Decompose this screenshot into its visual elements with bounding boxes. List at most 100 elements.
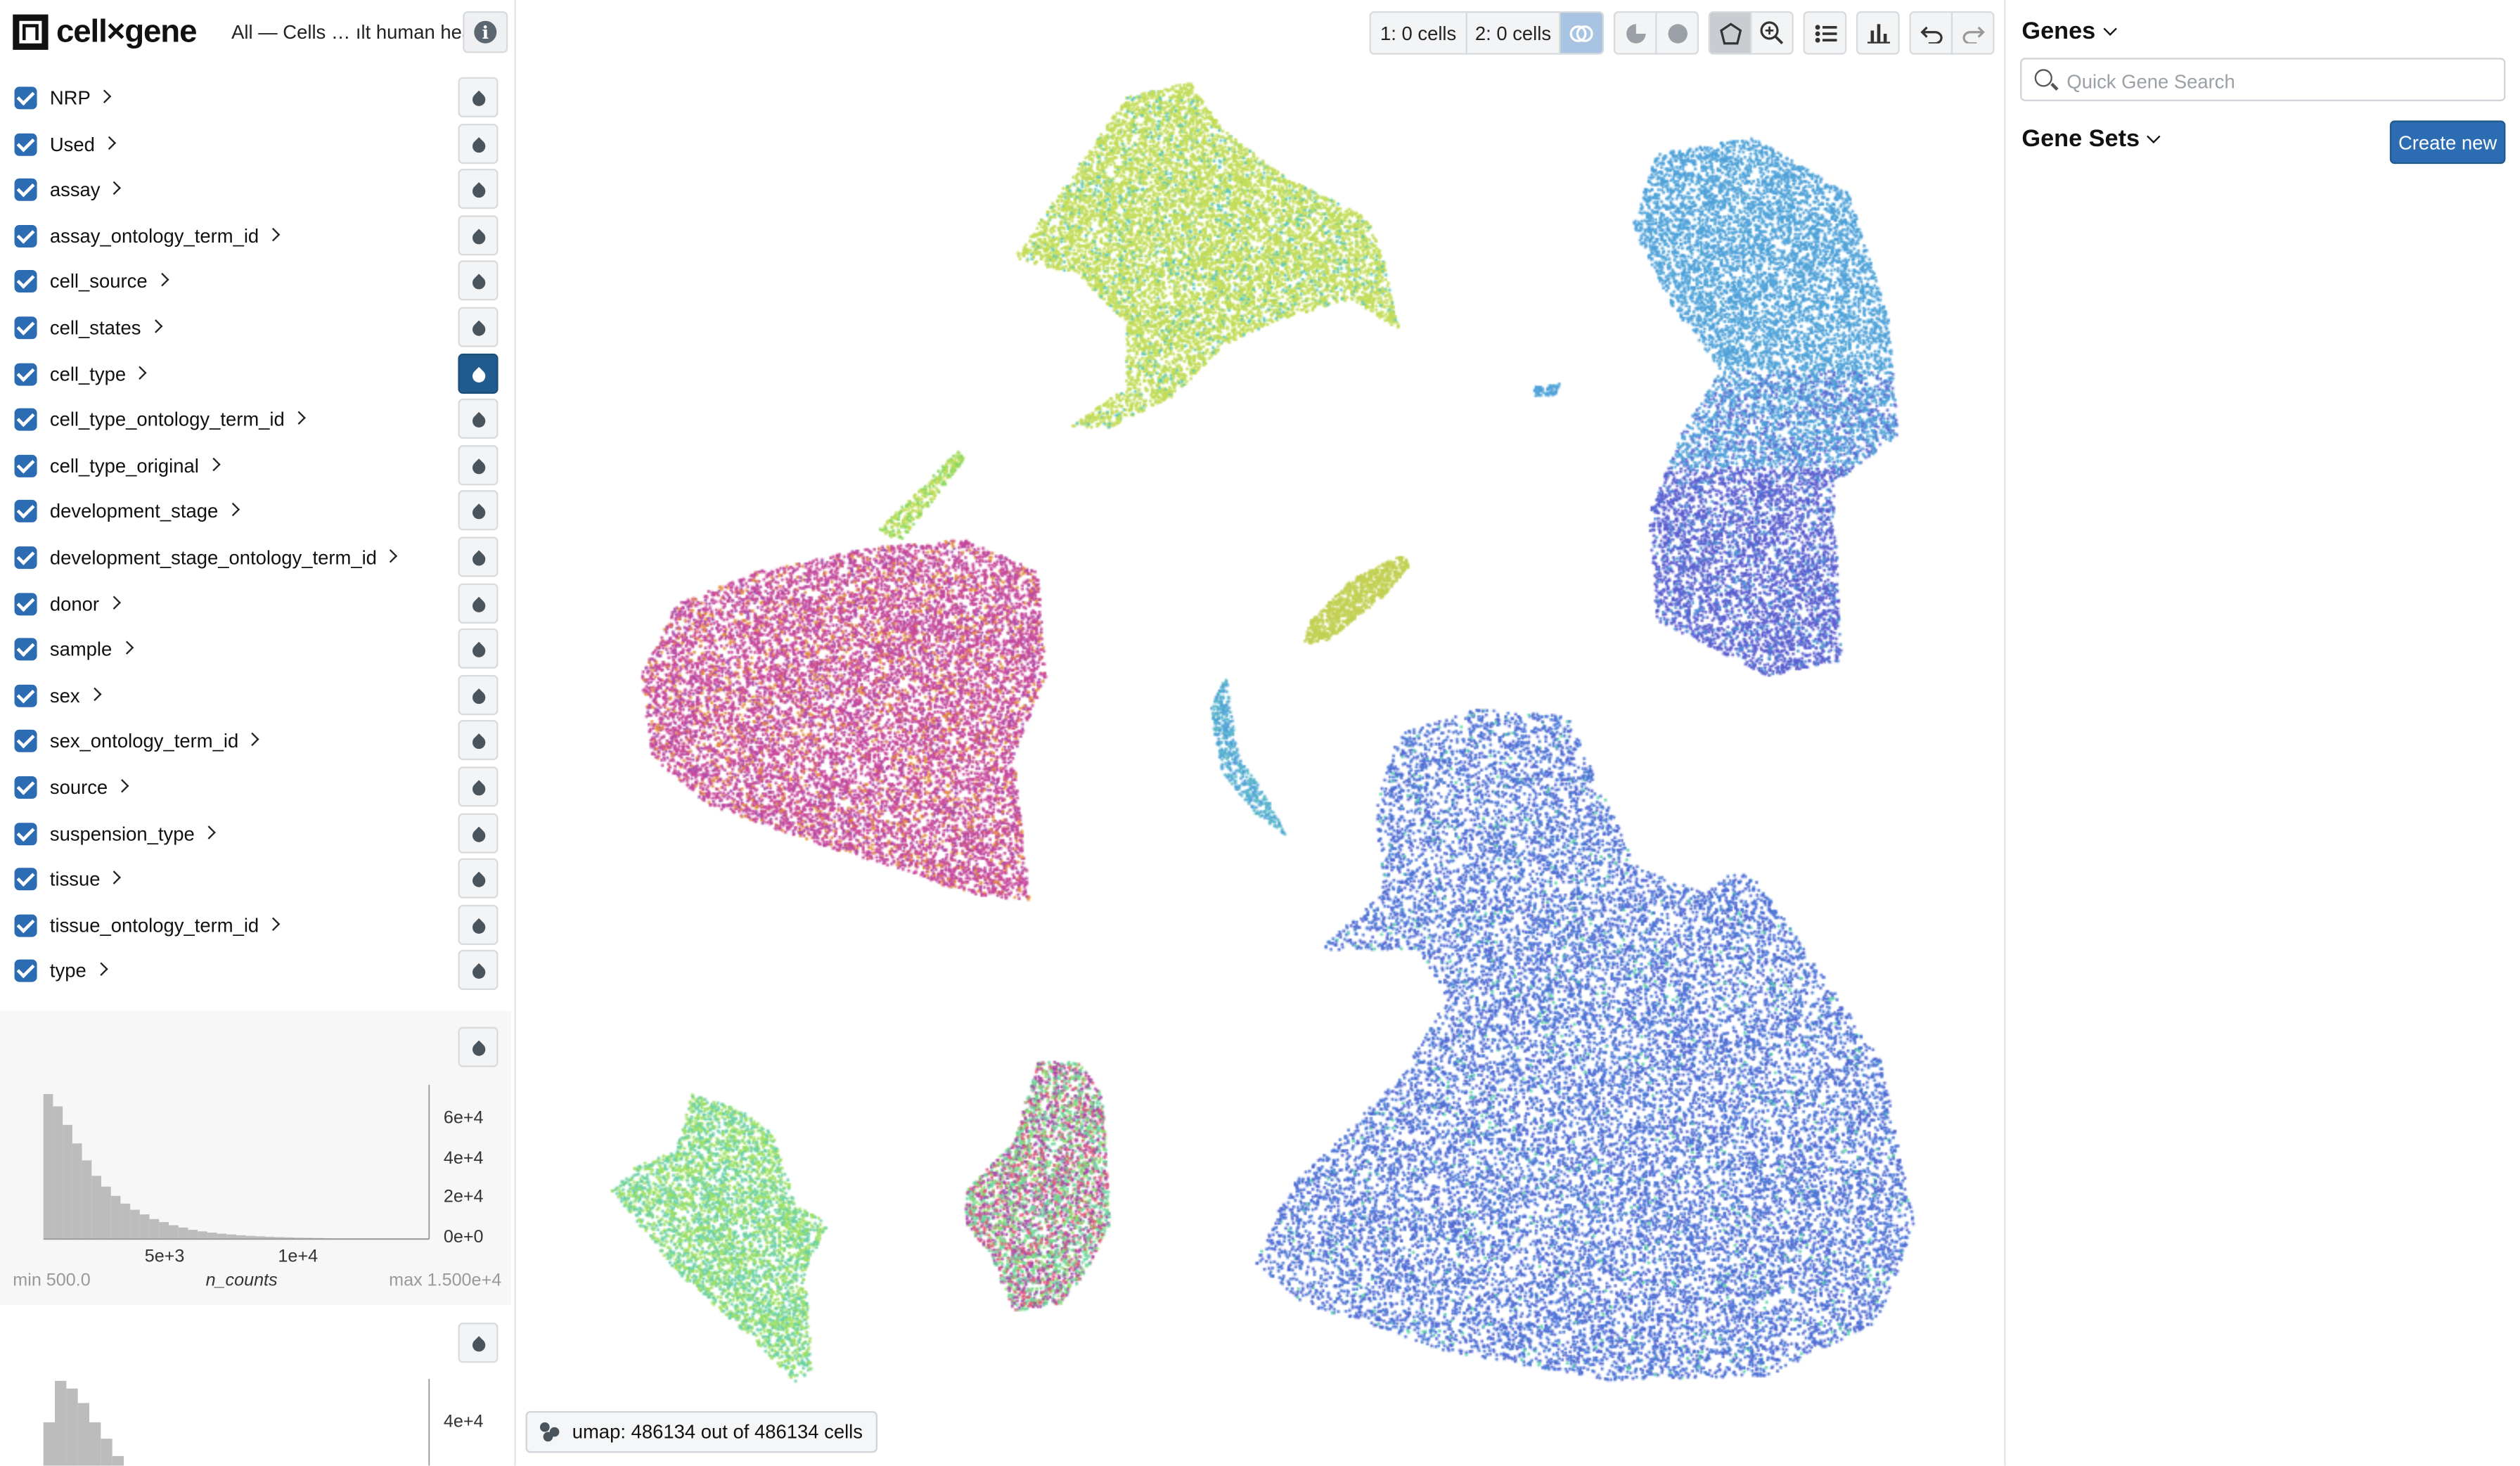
color-by-category-button[interactable]	[458, 307, 499, 347]
category-row[interactable]: sample	[0, 627, 511, 672]
category-checkbox[interactable]	[14, 362, 37, 385]
category-label[interactable]: cell_type	[50, 363, 148, 385]
color-by-category-button[interactable]	[458, 629, 499, 669]
category-row[interactable]: type	[0, 949, 511, 994]
color-by-category-button[interactable]	[458, 169, 499, 210]
redo-button[interactable]	[1950, 11, 1995, 55]
gene-search-input[interactable]	[2063, 65, 2488, 98]
undo-button[interactable]	[1909, 11, 1953, 55]
selection-2-button[interactable]: 2: 0 cells	[1465, 11, 1561, 55]
category-label[interactable]: Used	[50, 133, 117, 155]
color-by-second-button[interactable]	[458, 1323, 499, 1363]
color-by-category-button[interactable]	[458, 77, 499, 117]
color-by-category-button[interactable]	[458, 214, 499, 255]
category-label[interactable]: development_stage	[50, 501, 240, 523]
color-by-category-button[interactable]	[458, 261, 499, 302]
cellxgene-logo[interactable]: cell×gene	[13, 13, 198, 51]
category-row[interactable]: sex_ontology_term_id	[0, 719, 511, 764]
color-by-category-button[interactable]	[458, 123, 499, 164]
category-row[interactable]: Used	[0, 122, 511, 167]
info-button[interactable]: i	[463, 11, 508, 53]
category-checkbox[interactable]	[14, 822, 37, 845]
category-checkbox[interactable]	[14, 730, 37, 753]
category-label[interactable]: sex	[50, 684, 101, 707]
category-checkbox[interactable]	[14, 868, 37, 891]
category-row[interactable]: donor	[0, 581, 511, 626]
color-by-category-button[interactable]	[458, 444, 499, 485]
chevron-right-icon[interactable]	[102, 135, 117, 150]
color-by-category-button[interactable]	[458, 858, 499, 899]
chevron-right-icon[interactable]	[87, 687, 101, 701]
category-row[interactable]: cell_states	[0, 305, 511, 350]
chevron-right-icon[interactable]	[246, 733, 260, 747]
chevron-right-icon[interactable]	[266, 227, 281, 241]
histogram-n-counts[interactable]: 6e+4 4e+4 2e+4 0e+0 5e+3 1e+4 min 500.0 …	[0, 1010, 511, 1305]
chevron-right-icon[interactable]	[155, 273, 169, 288]
create-new-button[interactable]: Create new	[2389, 120, 2506, 165]
category-row[interactable]: development_stage_ontology_term_id	[0, 535, 511, 580]
category-row[interactable]: tissue	[0, 857, 511, 902]
legend-button[interactable]	[1803, 11, 1847, 55]
category-label[interactable]: cell_type_original	[50, 454, 221, 477]
gene-sets-header[interactable]: Gene Sets	[2021, 125, 2161, 153]
category-label[interactable]: type	[50, 960, 108, 982]
chevron-right-icon[interactable]	[202, 825, 217, 839]
category-row[interactable]: assay_ontology_term_id	[0, 214, 511, 259]
category-row[interactable]: NRP	[0, 75, 511, 120]
category-label[interactable]: donor	[50, 592, 121, 615]
distribution-button[interactable]	[1856, 11, 1900, 55]
chevron-right-icon[interactable]	[106, 595, 121, 609]
color-by-category-button[interactable]	[458, 812, 499, 853]
lasso-button[interactable]	[1708, 11, 1752, 55]
color-by-category-button[interactable]	[458, 950, 499, 991]
dot-view-button[interactable]	[1655, 11, 1699, 55]
category-row[interactable]: cell_type_ontology_term_id	[0, 397, 511, 442]
category-checkbox[interactable]	[14, 684, 37, 707]
chevron-right-icon[interactable]	[266, 917, 281, 931]
category-row[interactable]: development_stage	[0, 489, 511, 534]
chevron-right-icon[interactable]	[148, 319, 162, 333]
category-label[interactable]: NRP	[50, 86, 112, 109]
category-row[interactable]: suspension_type	[0, 811, 511, 856]
zoom-button[interactable]	[1750, 11, 1794, 55]
chevron-right-icon[interactable]	[226, 503, 240, 517]
category-checkbox[interactable]	[14, 132, 37, 155]
genes-header[interactable]: Genes	[2021, 18, 2117, 45]
histogram-chart[interactable]	[0, 1315, 511, 1466]
chevron-right-icon[interactable]	[120, 641, 134, 655]
category-checkbox[interactable]	[14, 776, 37, 799]
category-checkbox[interactable]	[14, 408, 37, 431]
category-label[interactable]: assay_ontology_term_id	[50, 225, 281, 247]
category-label[interactable]: cell_states	[50, 316, 162, 339]
category-checkbox[interactable]	[14, 224, 37, 247]
category-label[interactable]: tissue	[50, 868, 122, 891]
embedding-selector-button[interactable]: umap: 486134 out of 486134 cells	[525, 1410, 878, 1453]
color-by-category-button[interactable]	[458, 904, 499, 945]
category-label[interactable]: cell_source	[50, 271, 169, 293]
color-by-category-button[interactable]	[458, 399, 499, 439]
category-label[interactable]: suspension_type	[50, 822, 217, 844]
color-by-category-button[interactable]	[458, 491, 499, 532]
chevron-right-icon[interactable]	[98, 89, 112, 103]
category-checkbox[interactable]	[14, 546, 37, 570]
chevron-right-icon[interactable]	[384, 549, 399, 563]
dataset-title[interactable]: All — Cells … ılt human heart	[231, 20, 484, 44]
selection-1-button[interactable]: 1: 0 cells	[1369, 11, 1467, 55]
category-checkbox[interactable]	[14, 500, 37, 523]
chevron-right-icon[interactable]	[134, 365, 148, 380]
category-checkbox[interactable]	[14, 86, 37, 110]
category-row[interactable]: cell_source	[0, 259, 511, 304]
color-by-category-button[interactable]	[458, 352, 499, 394]
category-label[interactable]: assay	[50, 179, 122, 201]
umap-scatter-plot[interactable]	[515, 0, 2005, 1466]
chevron-right-icon[interactable]	[94, 963, 108, 977]
color-by-category-button[interactable]	[458, 674, 499, 715]
category-row[interactable]: tissue_ontology_term_id	[0, 903, 511, 948]
category-row[interactable]: sex	[0, 673, 511, 718]
category-row[interactable]: cell_type	[0, 352, 511, 397]
color-by-category-button[interactable]	[458, 582, 499, 623]
venn-button[interactable]	[1559, 11, 1605, 55]
color-by-category-button[interactable]	[458, 536, 499, 577]
color-by-category-button[interactable]	[458, 720, 499, 761]
histogram-chart[interactable]	[0, 1011, 511, 1305]
